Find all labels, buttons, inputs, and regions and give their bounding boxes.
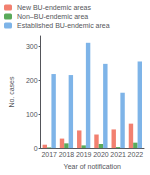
svg-text:300: 300 bbox=[26, 43, 38, 50]
svg-text:0: 0 bbox=[34, 145, 38, 152]
svg-text:2022: 2022 bbox=[128, 151, 144, 158]
svg-text:Year of notification: Year of notification bbox=[64, 163, 121, 170]
svg-text:No. cases: No. cases bbox=[8, 76, 15, 108]
svg-text:New BU-endemic areas: New BU-endemic areas bbox=[17, 4, 91, 11]
svg-text:2019: 2019 bbox=[76, 151, 92, 158]
svg-text:Non–BU-endemic area: Non–BU-endemic area bbox=[17, 13, 88, 20]
svg-text:2017: 2017 bbox=[41, 151, 57, 158]
svg-text:Established BU-endemic area: Established BU-endemic area bbox=[17, 22, 110, 29]
svg-text:100: 100 bbox=[26, 111, 38, 118]
svg-text:2021: 2021 bbox=[110, 151, 126, 158]
svg-text:2020: 2020 bbox=[93, 151, 109, 158]
svg-text:200: 200 bbox=[26, 77, 38, 84]
svg-text:2018: 2018 bbox=[59, 151, 75, 158]
